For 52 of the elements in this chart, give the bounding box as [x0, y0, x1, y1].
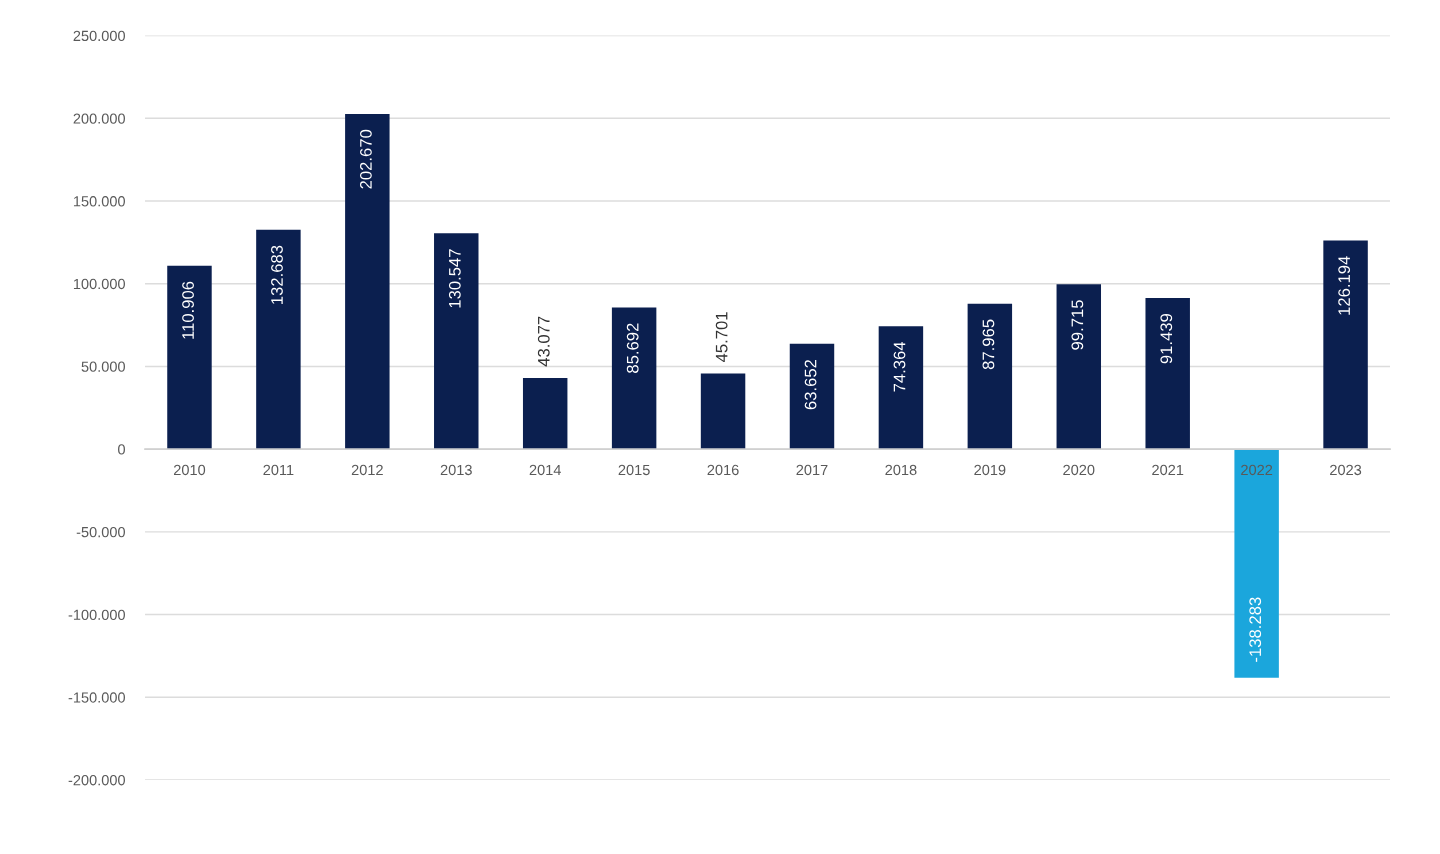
bar — [611, 307, 657, 450]
bar — [1323, 240, 1368, 450]
bar — [1056, 284, 1102, 450]
x-tick-label: 2016 — [707, 464, 739, 476]
data-label: 45.701 — [715, 312, 728, 363]
y-tick-label: 0 — [118, 444, 125, 455]
bar — [434, 233, 479, 450]
bar — [345, 113, 390, 450]
data-label: -138.283 — [1249, 597, 1262, 662]
data-label: 91.439 — [1160, 313, 1173, 364]
bar — [1234, 449, 1279, 678]
data-label: 110.906 — [182, 281, 194, 339]
bar — [256, 229, 301, 450]
x-tick-label: 2015 — [618, 464, 650, 476]
x-tick-label: 2020 — [1063, 464, 1095, 476]
bar — [789, 343, 835, 450]
x-tick-label: 2011 — [263, 464, 294, 476]
y-tick-label: -150.000 — [68, 692, 125, 703]
x-tick-label: 2018 — [885, 464, 917, 476]
data-label: 202.670 — [360, 129, 372, 189]
x-tick-label: 2013 — [440, 464, 472, 476]
data-label: 85.692 — [626, 323, 639, 373]
data-label: 87.965 — [982, 319, 995, 370]
bar — [700, 373, 746, 450]
data-label: 99.715 — [1071, 300, 1084, 350]
x-tick-label: 2010 — [173, 464, 206, 476]
y-tick-label: 200.000 — [73, 113, 125, 124]
x-tick-label: 2012 — [351, 464, 383, 476]
bar — [167, 265, 212, 450]
data-label: 130.547 — [448, 249, 461, 308]
data-label: 43.077 — [537, 316, 550, 367]
x-tick-label: 2023 — [1330, 464, 1362, 476]
y-tick-label: 50.000 — [81, 361, 125, 372]
y-tick-label: 250.000 — [73, 30, 125, 42]
y-tick-label: -100.000 — [68, 609, 125, 620]
y-tick-label: 100.000 — [73, 278, 125, 290]
y-tick-label: -50.000 — [76, 526, 125, 538]
y-tick-label: 150.000 — [73, 196, 125, 207]
bar — [1145, 297, 1190, 450]
x-tick-label: 2021 — [1152, 464, 1184, 476]
bar — [878, 326, 924, 450]
y-tick-label: -200.000 — [68, 775, 125, 786]
bar — [522, 377, 568, 450]
x-tick-label: 2022 — [1241, 464, 1273, 476]
x-tick-label: 2014 — [529, 464, 561, 476]
data-label: 126.194 — [1338, 256, 1351, 315]
data-label: 132.683 — [271, 245, 283, 304]
data-label: 74.364 — [893, 341, 906, 392]
data-label: 63.652 — [804, 359, 817, 410]
x-tick-label: 2017 — [796, 464, 828, 476]
x-tick-label: 2019 — [974, 464, 1006, 476]
bar — [967, 303, 1013, 450]
